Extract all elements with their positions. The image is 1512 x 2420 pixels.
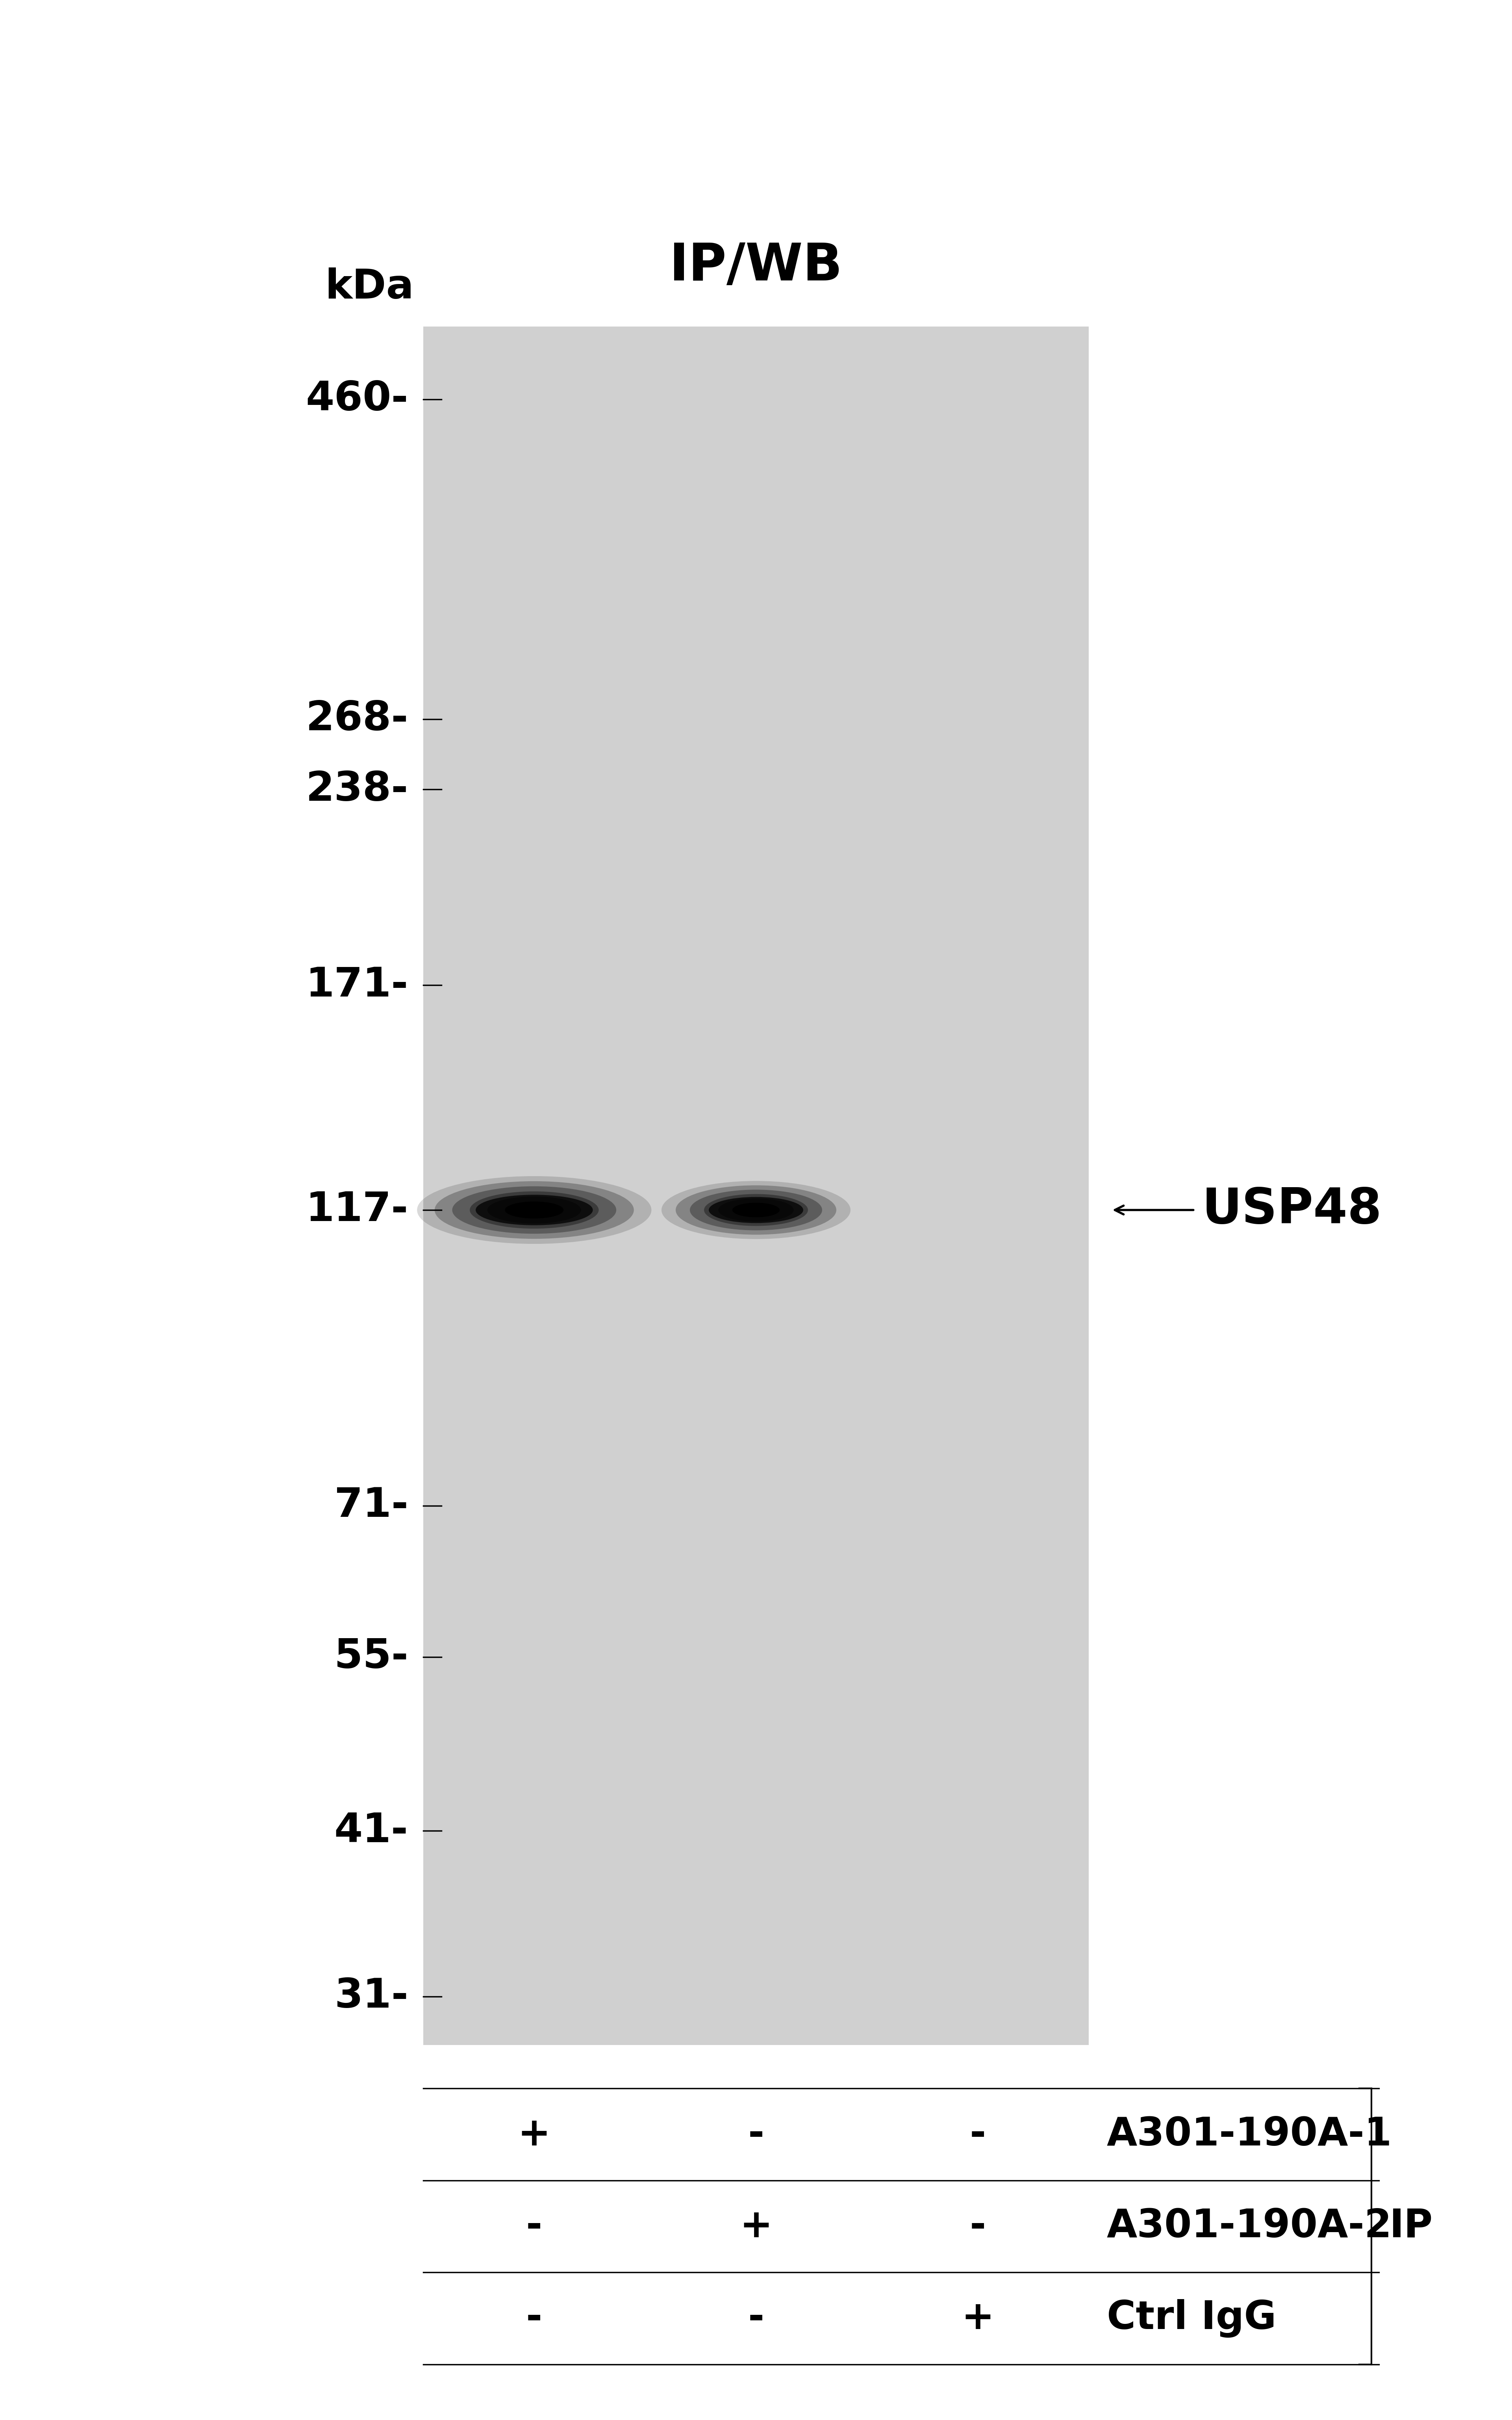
Text: -: - — [748, 2299, 764, 2338]
Text: IP: IP — [1390, 2207, 1433, 2246]
Text: -: - — [526, 2299, 543, 2338]
Text: 460-: 460- — [305, 380, 408, 419]
Text: 238-: 238- — [305, 770, 408, 808]
Text: A301-190A-2: A301-190A-2 — [1107, 2207, 1393, 2246]
Text: A301-190A-1: A301-190A-1 — [1107, 2115, 1393, 2154]
Text: 41-: 41- — [334, 1810, 408, 1851]
Text: 117-: 117- — [305, 1191, 408, 1229]
Text: -: - — [748, 2115, 764, 2154]
Text: 71-: 71- — [334, 1486, 408, 1525]
Text: +: + — [517, 2115, 550, 2154]
Text: 171-: 171- — [305, 966, 408, 1004]
Text: 31-: 31- — [334, 1977, 408, 2016]
Text: Ctrl IgG: Ctrl IgG — [1107, 2299, 1276, 2338]
Text: 55-: 55- — [334, 1636, 408, 1677]
Text: 268-: 268- — [305, 699, 408, 738]
Text: +: + — [739, 2207, 773, 2246]
Text: +: + — [962, 2299, 995, 2338]
Text: kDa: kDa — [325, 269, 414, 307]
Text: -: - — [526, 2207, 543, 2246]
Text: IP/WB: IP/WB — [670, 242, 842, 290]
Text: -: - — [969, 2207, 986, 2246]
Text: USP48: USP48 — [1202, 1186, 1382, 1234]
Text: -: - — [969, 2115, 986, 2154]
